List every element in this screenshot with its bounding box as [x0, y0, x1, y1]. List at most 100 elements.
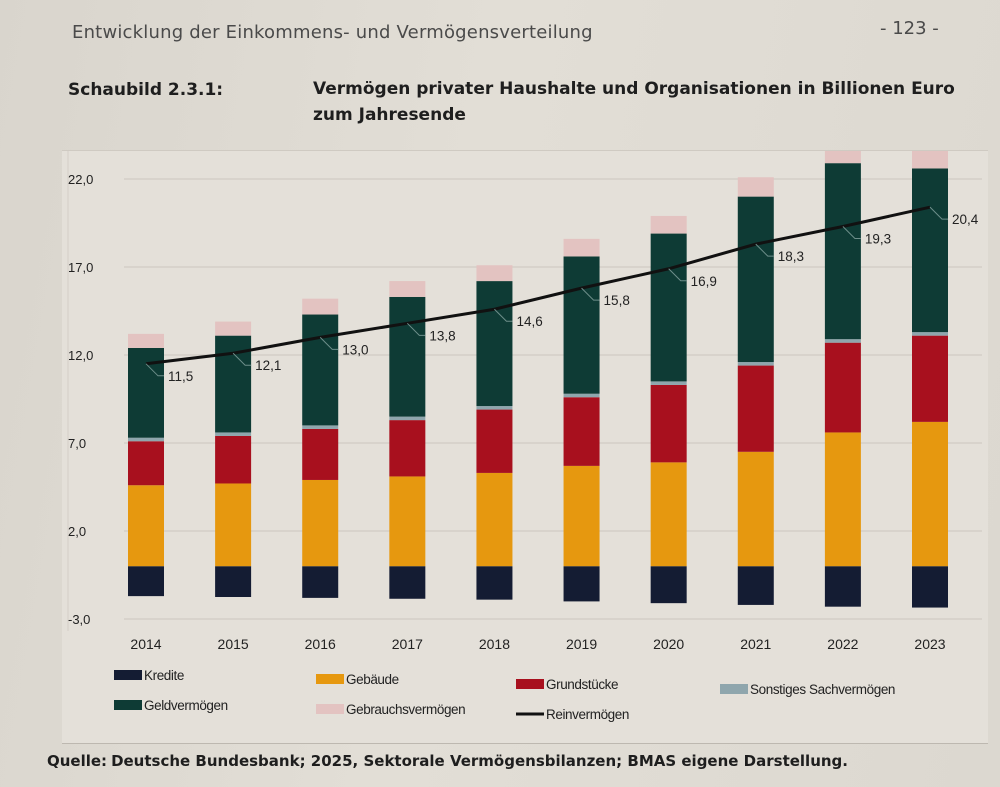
- bar-stack-2018: [476, 265, 513, 600]
- bar-segment-gebäude: [128, 485, 164, 567]
- bar-segment-kredite: [912, 566, 948, 608]
- bar-segment-kredite: [476, 566, 513, 600]
- bar-stack-2023: [912, 147, 948, 608]
- bar-segment-sonstiges-sachvermögen: [737, 362, 774, 366]
- x-tick-label: 2022: [827, 636, 858, 652]
- bar-segment-kredite: [215, 566, 252, 597]
- bar-segment-sonstiges-sachvermögen: [128, 437, 164, 442]
- legend-item-reinvermögen: Reinvermögen: [516, 707, 629, 722]
- bar-segment-grundstücke: [912, 335, 948, 422]
- bar-segment-grundstücke: [389, 420, 426, 477]
- y-tick-label: 12,0: [68, 348, 93, 363]
- legend-item-gebrauchsvermögen: Gebrauchsvermögen: [316, 702, 466, 717]
- stacked-bar-chart: 22,017,012,07,02,0-3,0 11,512,113,013,81…: [67, 143, 982, 722]
- legend-label: Kredite: [144, 668, 184, 683]
- bar-segment-grundstücke: [650, 384, 687, 463]
- y-tick-label: -3,0: [68, 612, 90, 627]
- data-label-leader: [406, 322, 426, 336]
- data-label: 15,8: [604, 293, 630, 308]
- x-tick-label: 2016: [305, 636, 336, 652]
- bar-segment-gebäude: [563, 465, 600, 567]
- x-tick-label: 2021: [740, 636, 771, 652]
- bar-segment-gebrauchsvermögen: [912, 147, 948, 169]
- figure-title: Vermögen privater Haushalte und Organisa…: [313, 79, 955, 125]
- bar-segment-geldvermögen: [302, 314, 339, 426]
- legend-label: Sonstiges Sachvermögen: [750, 682, 895, 697]
- data-label: 14,6: [516, 314, 542, 329]
- bar-segment-gebrauchsvermögen: [215, 321, 252, 336]
- chart-container: 22,0 17,0 12,0 7,0 2,0 -3,0 11,5 12,1 13,0 13,8 1…: [62, 143, 988, 744]
- bar-segment-gebrauchsvermögen: [650, 215, 687, 234]
- data-label: 13,0: [342, 342, 368, 357]
- data-label-leader: [581, 287, 600, 301]
- bar-segment-gebäude: [912, 421, 948, 567]
- source-label: Quelle:: [47, 752, 108, 770]
- bar-segment-gebäude: [650, 462, 687, 567]
- data-label-leader: [232, 352, 252, 366]
- bar-segment-grundstücke: [128, 441, 164, 486]
- legend: Kredite Gebäude Grundstücke Sonstiges Sachv…: [114, 668, 895, 722]
- y-axis-ticks: 22,0 17,0 12,0 7,0 2,0 -3,0: [68, 172, 93, 627]
- y-tick-label: 7,0: [68, 436, 86, 451]
- bar-segment-geldvermögen: [912, 168, 948, 333]
- source-note: Quelle: Deutsche Bundesbank; 2025, Sektor…: [47, 752, 848, 770]
- bar-segment-sonstiges-sachvermögen: [912, 332, 948, 336]
- bar-segment-sonstiges-sachvermögen: [824, 339, 861, 343]
- x-tick-label: 2014: [130, 636, 161, 652]
- y-tick-label: 2,0: [68, 524, 86, 539]
- bar-segment-gebrauchsvermögen: [824, 143, 861, 164]
- legend-item-sonstiges-sachvermögen: Sonstiges Sachvermögen: [720, 682, 895, 697]
- data-label-leader: [319, 337, 339, 350]
- bar-segment-gebäude: [476, 472, 513, 567]
- data-label: 11,5: [168, 369, 193, 384]
- bar-segment-sonstiges-sachvermögen: [650, 381, 687, 385]
- legend-swatch: [516, 679, 544, 689]
- bar-stack-2014: [128, 333, 164, 597]
- bar-segment-gebrauchsvermögen: [128, 333, 164, 348]
- bar-stack-2015: [215, 321, 252, 597]
- data-label-leader: [929, 206, 948, 220]
- bar-segment-sonstiges-sachvermögen: [389, 416, 426, 421]
- figure-label: Schaubild 2.3.1:: [68, 80, 224, 100]
- bar-segment-sonstiges-sachvermögen: [476, 406, 513, 410]
- bar-segment-geldvermögen: [824, 163, 861, 340]
- legend-label: Gebäude: [346, 672, 399, 687]
- bar-segment-grundstücke: [476, 409, 513, 473]
- x-tick-label: 2015: [218, 636, 249, 652]
- legend-item-kredite: Kredite: [114, 668, 184, 683]
- bar-segment-kredite: [302, 566, 339, 598]
- y-tick-label: 17,0: [68, 260, 93, 275]
- bar-segment-geldvermögen: [650, 233, 687, 382]
- bar-segment-grundstücke: [737, 365, 774, 452]
- data-label-leader: [668, 268, 687, 282]
- running-head: Entwicklung der Einkommens- und Vermögen…: [72, 22, 593, 43]
- bar-segment-geldvermögen: [563, 256, 600, 394]
- x-tick-label: 2020: [653, 636, 684, 652]
- bar-segment-kredite: [563, 566, 600, 602]
- bar-segment-gebrauchsvermögen: [737, 177, 774, 197]
- bar-segment-sonstiges-sachvermögen: [563, 393, 600, 398]
- data-label-leader: [494, 308, 513, 322]
- reinvermoegen-series-line: [145, 205, 931, 366]
- bar-segment-gebäude: [389, 476, 426, 567]
- bar-segment-grundstücke: [215, 435, 252, 484]
- bar-segment-gebäude: [302, 479, 339, 567]
- legend-swatch: [720, 684, 748, 694]
- bar-segment-geldvermögen: [737, 196, 774, 363]
- legend-label: Grundstücke: [546, 677, 618, 692]
- data-label: 16,9: [691, 274, 717, 289]
- legend-item-grundstücke: Grundstücke: [516, 677, 619, 692]
- reinvermoegen-line: 11,5 12,1 13,0 13,8 14,6 15,8 16,9 18,3 19,3 20,4: [145, 205, 979, 384]
- data-label: 12,1: [255, 358, 281, 373]
- bar-segment-sonstiges-sachvermögen: [302, 425, 339, 429]
- page-number: - 123 -: [880, 18, 939, 39]
- data-label: 13,8: [429, 328, 455, 343]
- bar-segment-gebrauchsvermögen: [476, 265, 513, 282]
- bar-stack-2019: [563, 238, 600, 602]
- legend-label: Gebrauchsvermögen: [346, 702, 465, 717]
- legend-swatch: [114, 700, 142, 710]
- bar-segment-kredite: [737, 566, 774, 605]
- legend-swatch: [316, 674, 344, 684]
- legend-item-geldvermögen: Geldvermögen: [114, 698, 228, 713]
